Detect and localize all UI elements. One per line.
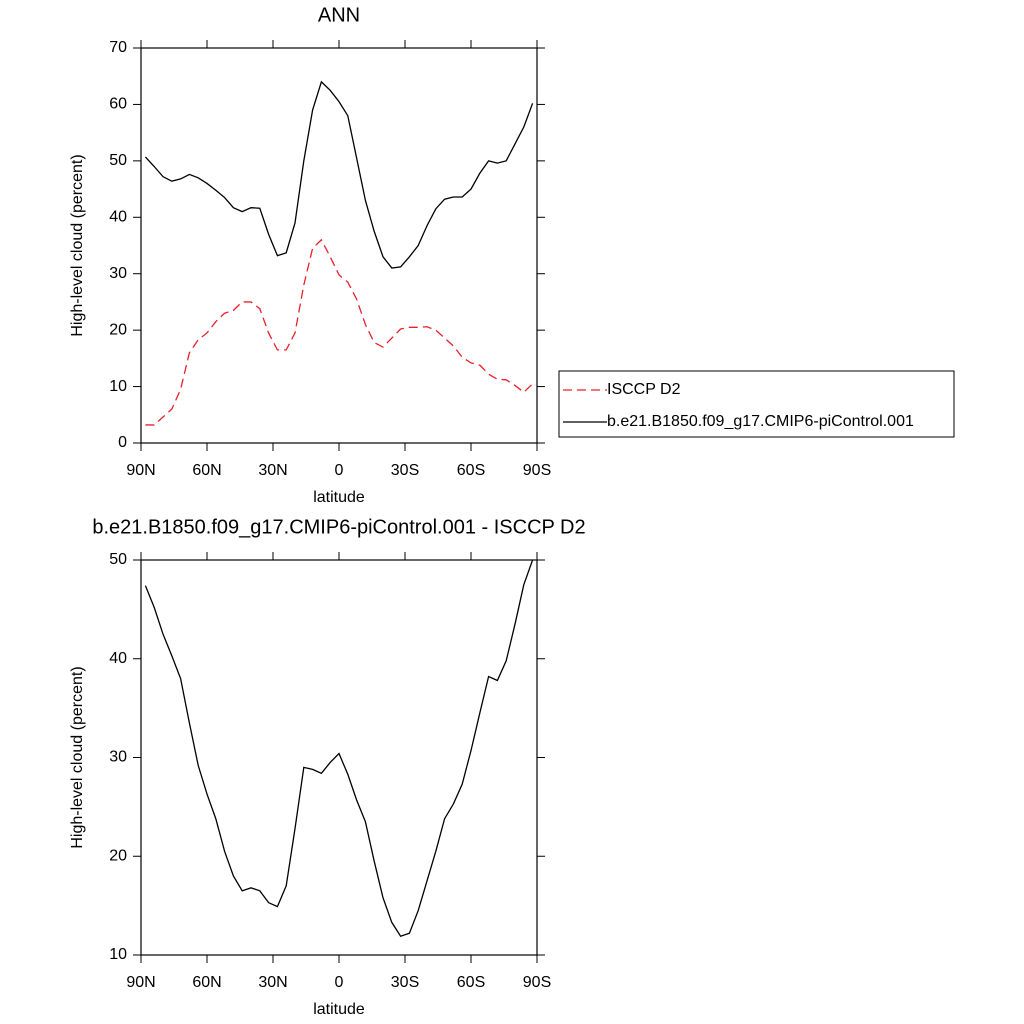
x-tick-label: 60S (457, 974, 485, 991)
plot-frame (140, 47, 538, 444)
chart-title: b.e21.B1850.f09_g17.CMIP6-piControl.001 … (92, 516, 585, 538)
y-tick-label: 30 (109, 265, 127, 282)
y-tick-label: 20 (109, 847, 127, 864)
y-tick-label: 30 (109, 749, 127, 766)
chart-title: ANN (318, 4, 360, 26)
data-line (144, 80, 534, 269)
x-tick-label: 60N (192, 462, 221, 479)
y-tick-label: 50 (109, 551, 127, 568)
x-tick-label: 90S (523, 974, 551, 991)
y-tick-label: 40 (109, 650, 127, 667)
x-axis-label: latitude (313, 489, 365, 506)
y-tick-label: 0 (118, 434, 127, 451)
y-tick-label: 10 (109, 378, 127, 395)
x-tick-label: 30S (391, 974, 419, 991)
x-tick-label: 0 (335, 462, 344, 479)
y-tick-label: 70 (109, 39, 127, 56)
x-tick-label: 0 (335, 974, 344, 991)
x-tick-label: 90N (126, 462, 155, 479)
y-tick-label: 10 (109, 946, 127, 963)
legend-label: b.e21.B1850.f09_g17.CMIP6-piControl.001 (607, 413, 914, 430)
data-line (144, 559, 534, 938)
y-tick-label: 40 (109, 209, 127, 226)
y-axis-label: High-level cloud (percent) (69, 666, 86, 848)
y-tick-label: 50 (109, 152, 127, 169)
x-tick-label: 60S (457, 462, 485, 479)
x-tick-label: 30N (258, 974, 287, 991)
y-axis-label: High-level cloud (percent) (69, 154, 86, 336)
plot-frame (140, 559, 538, 956)
legend-box (558, 370, 955, 438)
data-line (145, 238, 534, 426)
legend-label: ISCCP D2 (607, 381, 681, 398)
y-tick-label: 60 (109, 96, 127, 113)
x-tick-label: 60N (192, 974, 221, 991)
x-tick-label: 30S (391, 462, 419, 479)
x-tick-label: 90N (126, 974, 155, 991)
x-axis-label: latitude (313, 1001, 365, 1018)
y-tick-label: 20 (109, 321, 127, 338)
x-tick-label: 90S (523, 462, 551, 479)
x-tick-label: 30N (258, 462, 287, 479)
